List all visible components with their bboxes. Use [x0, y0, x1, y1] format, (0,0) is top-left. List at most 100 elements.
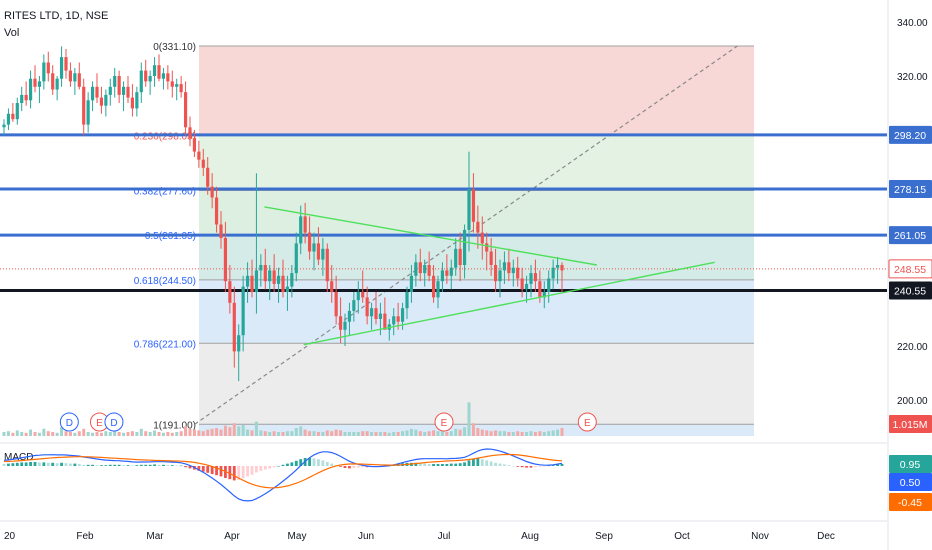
volume-bar	[516, 431, 520, 436]
volume-bar	[423, 432, 427, 436]
candle-body	[254, 270, 259, 292]
macd-hist-bar	[108, 464, 112, 466]
earnings-marker[interactable]: E	[577, 412, 597, 432]
candle-body	[290, 273, 294, 287]
level-tag: 261.05	[889, 226, 932, 245]
volume-bar	[228, 427, 232, 436]
candle-body	[166, 73, 170, 82]
macd-hist-bar	[95, 465, 99, 466]
macd-hist-bar	[467, 460, 471, 466]
earnings-marker[interactable]: E	[434, 412, 454, 432]
candle-body	[51, 73, 55, 90]
level-tag: 240.55	[889, 281, 932, 300]
volume-tag-bg	[889, 415, 932, 433]
macd-hist-bar	[188, 466, 192, 469]
chart-title: RITES LTD, 1D, NSE	[4, 10, 109, 22]
candle-body	[365, 297, 369, 317]
volume-bar	[86, 432, 90, 436]
volume-tag-text: 1.015M	[892, 419, 927, 431]
macd-hist-bar	[511, 466, 515, 467]
volume-bar	[122, 432, 126, 436]
macd-hist-bar	[480, 459, 484, 466]
volume-bar	[64, 431, 68, 436]
macd-hist-bar	[69, 463, 72, 466]
fib-level-label: 0.236(298.05)	[134, 131, 196, 142]
macd-hist-bar	[241, 466, 245, 478]
earnings-marker[interactable]: E	[89, 412, 109, 432]
volume-bar	[511, 432, 515, 436]
macd-hist-bar	[436, 464, 440, 466]
vol-label: Vol	[4, 27, 20, 39]
macd-hist-bar	[86, 464, 90, 466]
fib-zone	[199, 235, 754, 280]
macd-hist-bar	[458, 463, 462, 466]
candle-body	[436, 281, 440, 298]
candle-body	[343, 321, 347, 330]
candle-body	[259, 265, 263, 271]
volume-bar	[46, 431, 50, 436]
volume-bar	[308, 431, 312, 436]
macd-hist-bar	[339, 466, 342, 467]
candle-body	[268, 270, 272, 282]
x-tick-label: May	[288, 531, 307, 542]
candle-body	[272, 270, 276, 284]
macd-hist-bar	[299, 459, 303, 466]
macd-hist-bar	[2, 464, 6, 466]
fib-level-label: 1(191.00)	[153, 420, 196, 431]
candle-body	[374, 308, 378, 319]
level-tag: 278.15	[889, 179, 932, 198]
candle-body	[423, 265, 427, 274]
dividend-marker[interactable]: D	[104, 412, 124, 432]
dividend-marker[interactable]: D	[59, 412, 79, 432]
volume-bar	[321, 432, 325, 436]
macd-hist-bar	[33, 462, 37, 466]
volume-bar	[82, 428, 86, 436]
candle-body	[219, 224, 223, 238]
macd-hist-bar	[259, 466, 263, 471]
volume-bar	[157, 432, 161, 436]
macd-hist-bar	[29, 462, 32, 466]
candle-body	[551, 267, 555, 279]
volume-bar	[11, 432, 15, 436]
candle-body	[11, 113, 15, 120]
candle-body	[396, 316, 400, 322]
candle-body	[37, 81, 42, 87]
candle-body	[405, 292, 409, 309]
fib-zone	[199, 343, 754, 425]
x-tick-label: Mar	[146, 531, 164, 542]
macd-hist-bar	[551, 465, 555, 466]
macd-line	[3, 448, 563, 502]
macd-hist-bar	[294, 460, 298, 466]
macd-hist-bar	[454, 463, 458, 466]
macd-hist-bar	[24, 462, 28, 466]
volume-bar	[356, 432, 360, 436]
volume-bar	[538, 431, 542, 436]
macd-hist-bar	[427, 464, 431, 466]
macd-hist-bar	[516, 466, 520, 467]
volume-bar	[241, 424, 245, 436]
volume-bar	[542, 432, 546, 436]
volume-bar	[352, 432, 356, 436]
volume-bar	[175, 432, 179, 436]
volume-bar	[498, 431, 502, 436]
candle-body	[281, 275, 285, 292]
macd-hist-bar	[414, 462, 418, 466]
macd-hist-bar	[122, 465, 125, 466]
macd-hist-bar	[498, 463, 502, 466]
volume-bar	[476, 428, 480, 436]
candle-body	[462, 229, 467, 265]
candle-body	[533, 273, 538, 282]
candle-body	[392, 316, 396, 325]
macd-hist-bar	[126, 465, 130, 466]
macd-hist-bar	[11, 463, 15, 466]
macd-hist-bar	[117, 464, 121, 466]
level-tag-text: 240.55	[894, 286, 926, 298]
marker-letter: D	[66, 418, 73, 429]
candle-body	[15, 103, 19, 120]
macd-hist-bar	[423, 463, 427, 466]
macd-hist-bar	[503, 464, 506, 466]
candle-body	[104, 94, 108, 106]
candle-body	[135, 92, 139, 109]
candle-body	[139, 70, 143, 93]
